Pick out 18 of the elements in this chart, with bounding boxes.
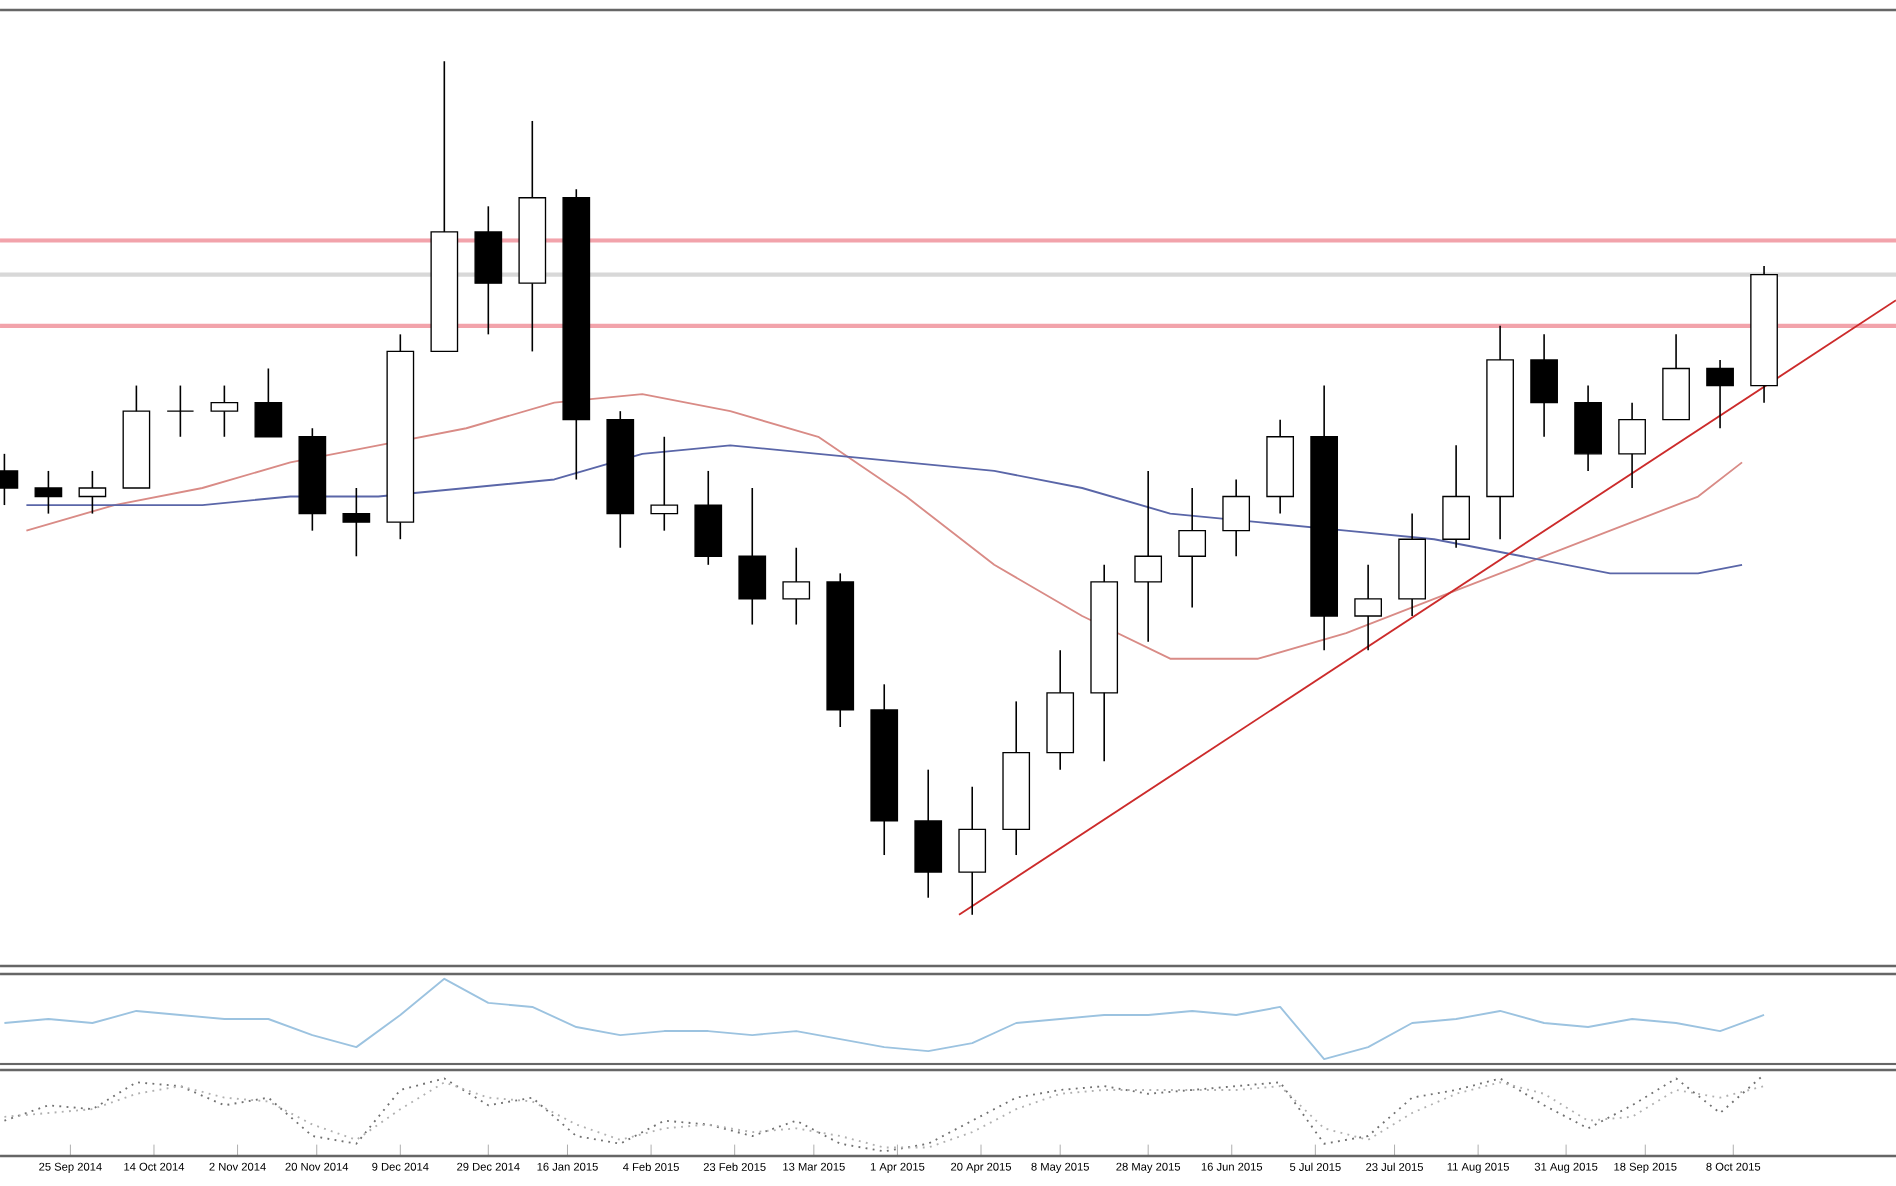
candlestick (34, 470, 63, 515)
candlestick (1442, 444, 1470, 549)
candlestick (1706, 359, 1734, 430)
candlestick (1222, 478, 1251, 558)
candlestick (210, 384, 239, 438)
candlestick (958, 785, 987, 916)
candlestick (1530, 333, 1558, 438)
candlestick (342, 487, 371, 558)
candlestick (1178, 487, 1207, 609)
candlestick (650, 435, 679, 532)
candlestick (1618, 401, 1646, 489)
candlestick (78, 470, 107, 515)
candlestick (1134, 470, 1163, 643)
candlestick (1354, 564, 1382, 651)
candlestick (738, 487, 767, 626)
candlestick (782, 546, 811, 626)
candlestick (254, 367, 283, 438)
candlestick (166, 384, 195, 438)
